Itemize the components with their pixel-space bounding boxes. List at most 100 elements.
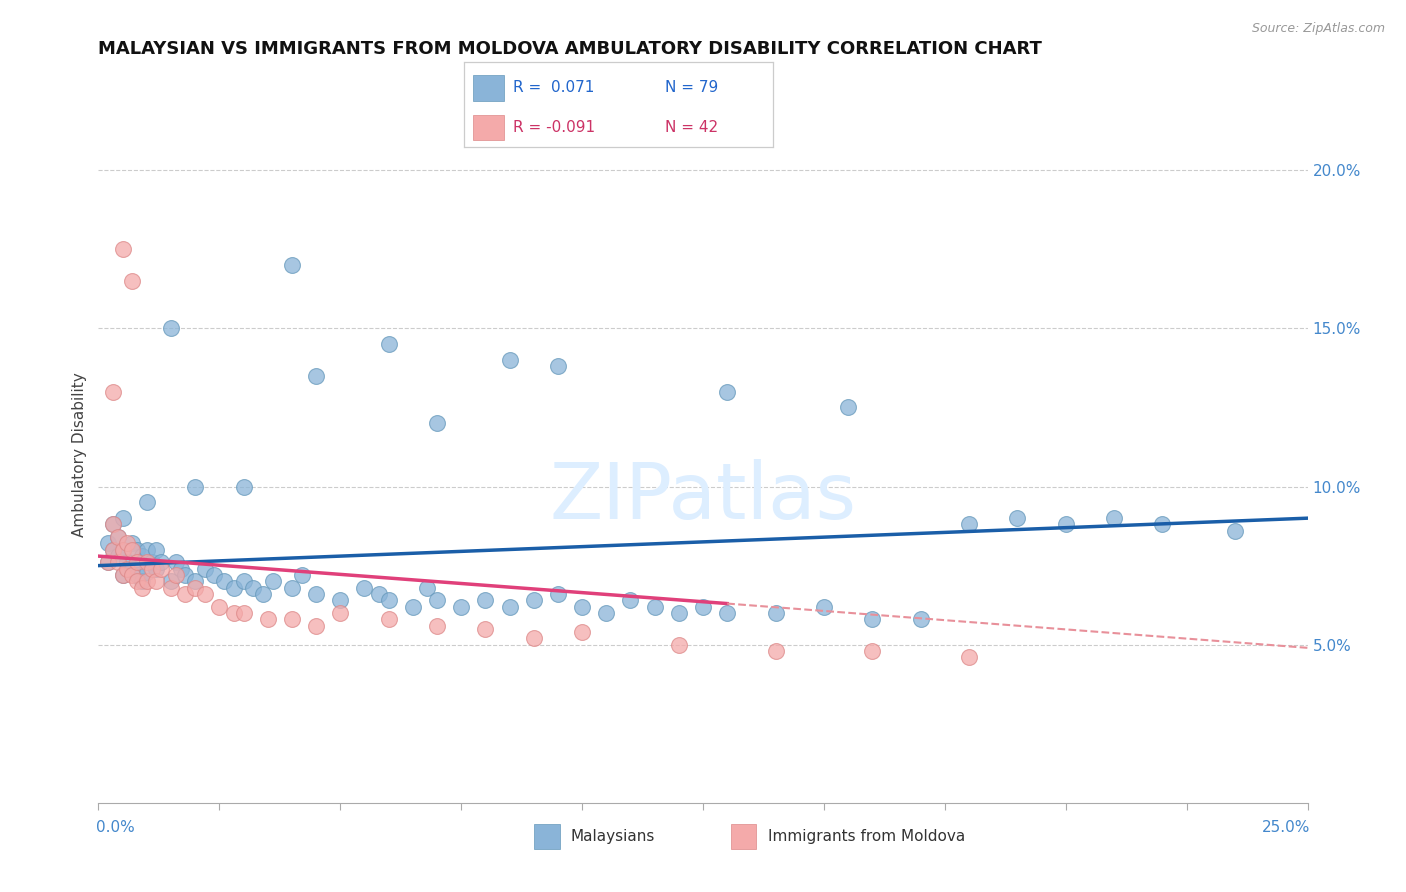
Point bbox=[101, 517, 124, 532]
Point bbox=[169, 562, 191, 576]
Point bbox=[111, 511, 134, 525]
Point bbox=[121, 274, 143, 288]
Point bbox=[97, 556, 120, 570]
Point bbox=[377, 337, 399, 351]
Point bbox=[305, 618, 328, 632]
Point bbox=[668, 638, 690, 652]
Point bbox=[127, 574, 149, 589]
Point bbox=[813, 599, 835, 614]
Point bbox=[765, 644, 787, 658]
Point bbox=[523, 593, 546, 607]
Text: ZIPatlas: ZIPatlas bbox=[550, 458, 856, 534]
Point bbox=[127, 568, 149, 582]
Point bbox=[1152, 517, 1174, 532]
FancyBboxPatch shape bbox=[474, 115, 505, 140]
Point bbox=[145, 542, 167, 557]
Point bbox=[474, 593, 496, 607]
Text: Immigrants from Moldova: Immigrants from Moldova bbox=[768, 830, 965, 844]
Point bbox=[498, 599, 520, 614]
Point bbox=[716, 384, 738, 399]
Point bbox=[111, 542, 134, 557]
Point bbox=[135, 495, 157, 509]
Point bbox=[644, 599, 666, 614]
Point bbox=[194, 587, 217, 601]
Point bbox=[111, 542, 134, 557]
Point bbox=[184, 479, 207, 493]
Point bbox=[837, 401, 859, 415]
Point bbox=[281, 581, 304, 595]
Point bbox=[329, 593, 352, 607]
Point bbox=[107, 556, 129, 570]
Text: 25.0%: 25.0% bbox=[1263, 821, 1310, 835]
Point bbox=[204, 568, 226, 582]
Text: 0.0%: 0.0% bbox=[96, 821, 135, 835]
Point bbox=[232, 574, 254, 589]
Point bbox=[426, 417, 449, 431]
Point bbox=[135, 556, 157, 570]
Point bbox=[329, 606, 352, 620]
Point bbox=[222, 606, 245, 620]
Point bbox=[121, 562, 143, 576]
Point bbox=[160, 321, 183, 335]
Text: Malaysians: Malaysians bbox=[571, 830, 655, 844]
Point bbox=[716, 606, 738, 620]
Point bbox=[107, 549, 129, 563]
Point bbox=[194, 562, 217, 576]
Point bbox=[474, 622, 496, 636]
Point bbox=[281, 612, 304, 626]
Point bbox=[184, 581, 207, 595]
Text: N = 79: N = 79 bbox=[665, 80, 718, 95]
Text: R =  0.071: R = 0.071 bbox=[513, 80, 595, 95]
Point bbox=[117, 562, 139, 576]
Point bbox=[111, 568, 134, 582]
Point bbox=[256, 612, 278, 626]
Point bbox=[101, 542, 124, 557]
Point bbox=[1223, 524, 1246, 538]
Point bbox=[232, 479, 254, 493]
Point bbox=[145, 562, 167, 576]
Point bbox=[668, 606, 690, 620]
Point bbox=[262, 574, 284, 589]
Text: Source: ZipAtlas.com: Source: ZipAtlas.com bbox=[1251, 22, 1385, 36]
Point bbox=[135, 542, 157, 557]
FancyBboxPatch shape bbox=[474, 75, 505, 101]
Point bbox=[174, 587, 197, 601]
Point bbox=[571, 599, 593, 614]
Point bbox=[121, 542, 143, 557]
Point bbox=[910, 612, 932, 626]
Point bbox=[212, 574, 235, 589]
Point bbox=[368, 587, 391, 601]
Point bbox=[165, 568, 187, 582]
Point bbox=[595, 606, 617, 620]
Point bbox=[117, 536, 139, 550]
Point bbox=[160, 574, 183, 589]
Point bbox=[165, 556, 187, 570]
Point bbox=[402, 599, 425, 614]
Point bbox=[377, 612, 399, 626]
Point bbox=[523, 632, 546, 646]
Point bbox=[131, 549, 153, 563]
Point bbox=[107, 530, 129, 544]
Point bbox=[305, 368, 328, 383]
Point bbox=[101, 384, 124, 399]
Point bbox=[101, 542, 124, 557]
Point bbox=[101, 517, 124, 532]
Point bbox=[426, 618, 449, 632]
Point bbox=[765, 606, 787, 620]
Point bbox=[135, 574, 157, 589]
Point bbox=[547, 359, 569, 374]
Point bbox=[232, 606, 254, 620]
Point bbox=[127, 556, 149, 570]
Point bbox=[619, 593, 641, 607]
Point bbox=[860, 644, 883, 658]
Point bbox=[305, 587, 328, 601]
Point bbox=[150, 562, 173, 576]
Point bbox=[860, 612, 883, 626]
Point bbox=[547, 587, 569, 601]
Point bbox=[377, 593, 399, 607]
Point bbox=[208, 599, 231, 614]
Point bbox=[957, 650, 980, 665]
Point bbox=[141, 556, 163, 570]
Point bbox=[150, 556, 173, 570]
Point bbox=[111, 243, 134, 257]
